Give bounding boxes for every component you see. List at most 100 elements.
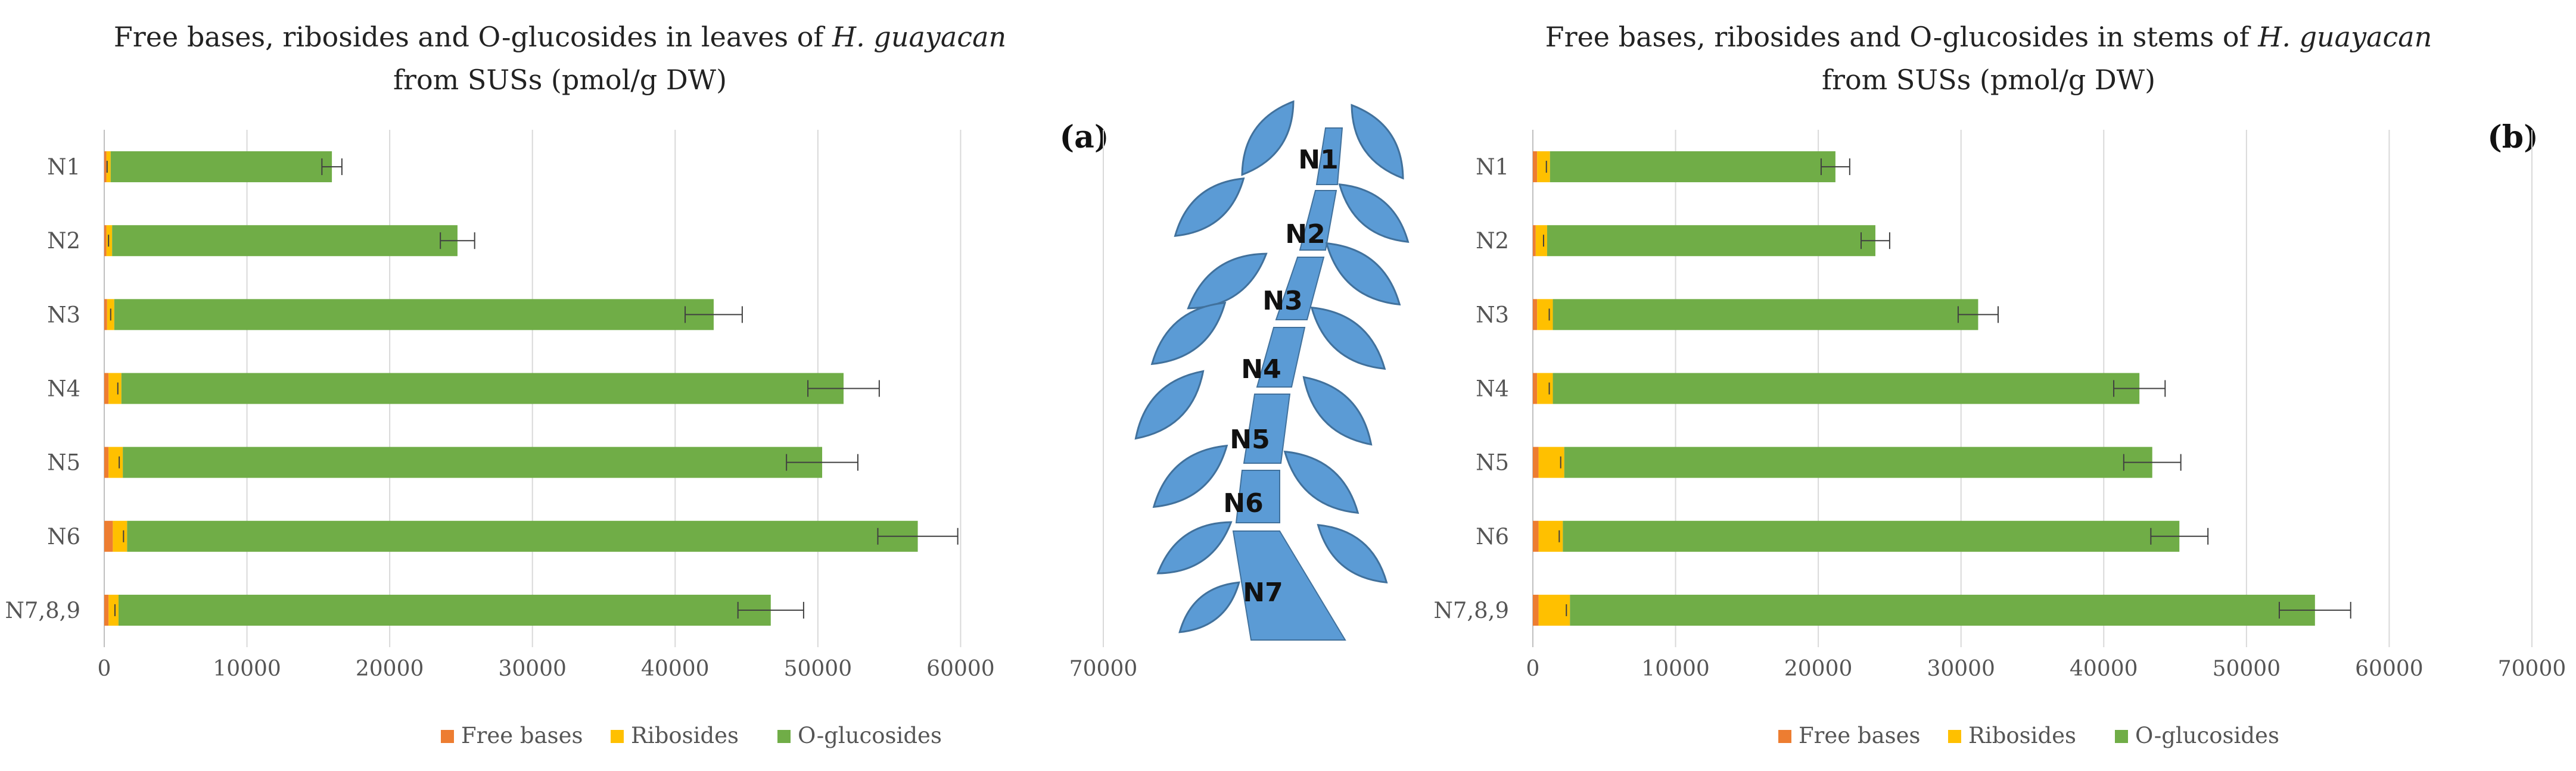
chart-a-bar-ribosides (106, 225, 113, 257)
chart-b-legend: Free bases Ribosides O-glucosides (1778, 723, 2279, 748)
chart-b-bars (1533, 151, 2315, 626)
chart-a-bar-ribosides (108, 594, 119, 626)
leaf-shape (1283, 450, 1359, 514)
chart-a-error-bars (106, 158, 959, 619)
chart-a-bar-o-glucosides (114, 299, 714, 330)
chart-b-category-label: N7,8,9 (1433, 598, 1509, 623)
chart-a-tick-label: 10000 (213, 657, 281, 681)
chart-b-bar-ribosides (1537, 151, 1550, 183)
leaf-shape (1150, 301, 1227, 366)
chart-a-category-label: N4 (47, 376, 80, 402)
chart-a-legend-label: Free bases (461, 723, 583, 748)
chart-a-bar-ribosides (113, 520, 127, 552)
chart-b-title-line2: from SUSs (pmol/g DW) (1822, 64, 2155, 96)
chart-b-legend-swatch (1778, 730, 1791, 743)
stem-segments (1232, 127, 1346, 641)
chart-a-tick-label: 60000 (926, 657, 995, 681)
chart-b-bar-o-glucosides (1553, 373, 2140, 404)
chart-a-legend-swatch (441, 730, 454, 743)
chart-b-bar-free-bases (1533, 299, 1538, 330)
stem-segment-5 (1243, 394, 1291, 464)
leaf-shape (1174, 177, 1245, 237)
chart-a-bar-free-bases (104, 299, 107, 330)
chart-b-tick-label: 40000 (2070, 657, 2138, 681)
chart-b-category-label: N4 (1476, 376, 1509, 402)
leaf-shape (1134, 370, 1205, 440)
chart-a-title-line2: from SUSs (pmol/g DW) (393, 64, 727, 96)
chart-b-bar-ribosides (1538, 447, 1564, 478)
node-label-n2: N2 (1285, 219, 1325, 249)
node-label-n5: N5 (1230, 424, 1270, 455)
chart-b-bar-o-glucosides (1550, 151, 1835, 183)
node-label-n1: N1 (1298, 145, 1338, 175)
leaf-shape (1351, 104, 1404, 180)
chart-a-category-labels: N1 N2 N3 N4 N5 N6 N7,8,9 (5, 154, 80, 623)
chart-a-category-label: N7,8,9 (5, 598, 80, 623)
chart-b-tick-label: 50000 (2213, 657, 2281, 681)
chart-b-legend-label: Ribosides (1968, 723, 2076, 748)
chart-b-bar-free-bases (1533, 447, 1539, 478)
chart-a-tick-label: 50000 (784, 657, 853, 681)
chart-a-tick-label: 0 (98, 657, 111, 681)
chart-a-bar-free-bases (104, 151, 107, 183)
chart-a-bar-ribosides (108, 447, 123, 478)
chart-b-tick-labels: 0 10000 20000 30000 40000 50000 60000 70000 (1526, 657, 2566, 681)
chart-b-legend-swatch (1948, 730, 1961, 743)
chart-a-bar-free-bases (104, 225, 107, 257)
chart-a-bar-o-glucosides (121, 373, 844, 404)
chart-a-bar-ribosides (106, 151, 111, 183)
chart-a-bar-free-bases (104, 520, 113, 552)
chart-a-bar-o-glucosides (112, 225, 458, 257)
chart-a-bars (104, 151, 918, 626)
leaves-chart: Free bases, ribosides and O-glucosides i… (5, 21, 1137, 748)
chart-b-tick-label: 20000 (1784, 657, 1853, 681)
node-label-n6: N6 (1223, 488, 1263, 519)
chart-a-legend-swatch (611, 730, 624, 743)
panel-label-a: (a) (1060, 119, 1109, 155)
leaf-shape (1310, 306, 1386, 370)
chart-b-legend-swatch (2115, 730, 2128, 743)
chart-b-legend-label: Free bases (1799, 723, 1921, 748)
stem-segment-6 (1235, 470, 1280, 523)
chart-a-tick-label: 70000 (1069, 657, 1138, 681)
chart-b-tick-label: 60000 (2355, 657, 2423, 681)
chart-b-category-label: N6 (1476, 524, 1509, 550)
stem-segment-7 (1232, 530, 1346, 641)
leaf-shape (1187, 252, 1268, 310)
chart-b-bar-ribosides (1535, 225, 1547, 257)
stem-segment-1 (1315, 127, 1343, 185)
chart-b-tick-label: 0 (1526, 657, 1540, 681)
chart-b-bar-ribosides (1537, 373, 1553, 404)
chart-b-category-label: N1 (1476, 154, 1509, 180)
chart-b-error-bars (1542, 158, 2351, 619)
stem-segment-3 (1275, 257, 1325, 320)
chart-b-tick-label: 10000 (1641, 657, 1710, 681)
chart-b-category-label: N3 (1476, 302, 1509, 327)
chart-b-legend-label: O-glucosides (2135, 723, 2279, 748)
leaf-shape (1302, 376, 1373, 446)
chart-a-tick-label: 40000 (641, 657, 710, 681)
chart-b-bar-ribosides (1537, 299, 1553, 330)
chart-b-category-label: N5 (1476, 450, 1509, 476)
chart-b-bar-free-bases (1533, 225, 1536, 257)
chart-a-bar-o-glucosides (123, 447, 823, 478)
chart-b-bar-o-glucosides (1564, 447, 2152, 478)
leaf-shape (1152, 444, 1228, 508)
chart-b-bar-free-bases (1533, 373, 1538, 404)
chart-b-title-line1: Free bases, ribosides and O-glucosides i… (1545, 21, 2432, 53)
chart-b-category-label: N2 (1476, 228, 1509, 254)
chart-b-bar-free-bases (1533, 520, 1539, 552)
chart-a-legend-swatch (777, 730, 791, 743)
chart-a-bar-free-bases (104, 373, 109, 404)
chart-b-category-labels: N1 N2 N3 N4 N5 N6 N7,8,9 (1433, 154, 1509, 623)
chart-a-legend: Free bases Ribosides O-glucosides (441, 723, 942, 748)
node-label-n7: N7 (1243, 578, 1283, 608)
chart-a-bar-o-glucosides (127, 520, 918, 552)
leaf-shape (1325, 242, 1401, 306)
chart-a-category-label: N3 (47, 302, 80, 327)
chart-a-category-label: N5 (47, 450, 80, 476)
chart-b-bar-o-glucosides (1547, 225, 1875, 257)
plant-node-diagram: N1 N2 N3 N4 N5 N6 N7 (1134, 100, 1410, 641)
chart-a-tick-labels: 0 10000 20000 30000 40000 50000 60000 70000 (98, 657, 1138, 681)
